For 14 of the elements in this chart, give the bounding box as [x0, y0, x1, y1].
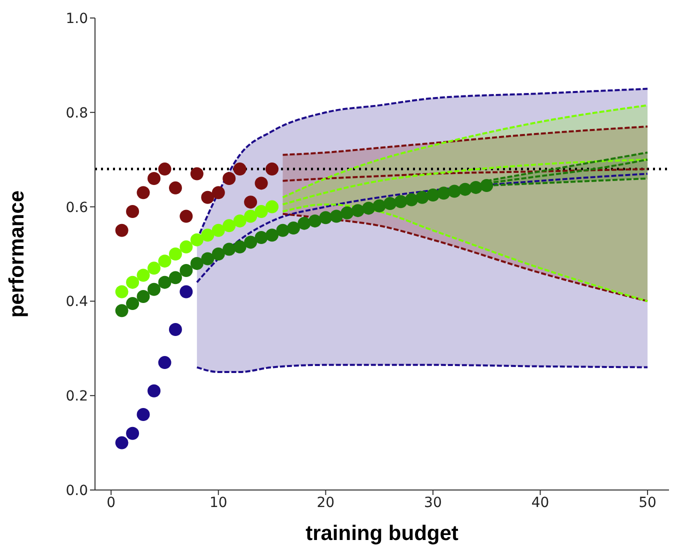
- y-tick-label: 0.6: [66, 200, 88, 216]
- x-tick-label: 10: [209, 494, 228, 511]
- x-tick-label: 0: [106, 494, 116, 511]
- y-tick-label: 0.4: [66, 294, 88, 310]
- x-axis-title: training budget: [306, 522, 458, 545]
- y-tick-label: 1.0: [66, 10, 88, 27]
- y-tick-label: 0.0: [66, 482, 88, 499]
- y-axis-title: performance: [5, 190, 28, 318]
- x-tick-label: 30: [424, 494, 442, 511]
- y-tick-label: 0.2: [66, 388, 88, 405]
- x-tick-label: 50: [638, 494, 656, 511]
- x-tick-label: 40: [531, 494, 550, 511]
- y-tick-label: 0.8: [66, 105, 88, 122]
- x-tick-label: 20: [316, 494, 335, 511]
